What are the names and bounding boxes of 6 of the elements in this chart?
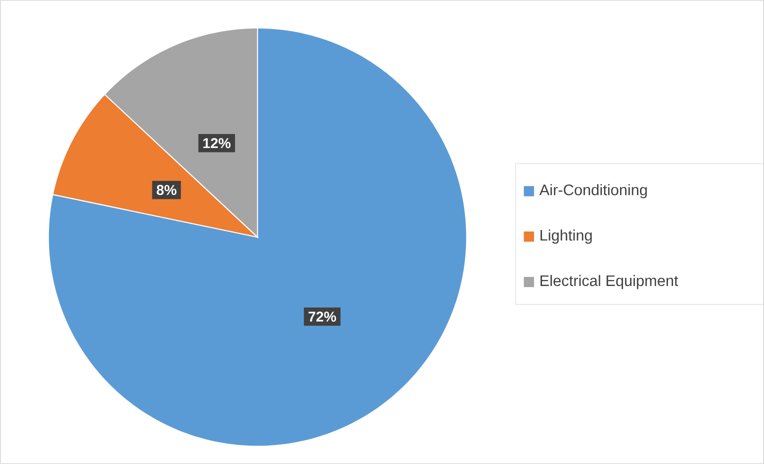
data-label: 8% [156,184,176,195]
data-label: 72% [308,312,336,322]
legend-label: Air-Conditioning [539,184,647,198]
data-label: 12% [203,138,231,148]
legend-label: Electrical Equipment [540,274,678,290]
legend-label: Lighting [540,229,592,244]
